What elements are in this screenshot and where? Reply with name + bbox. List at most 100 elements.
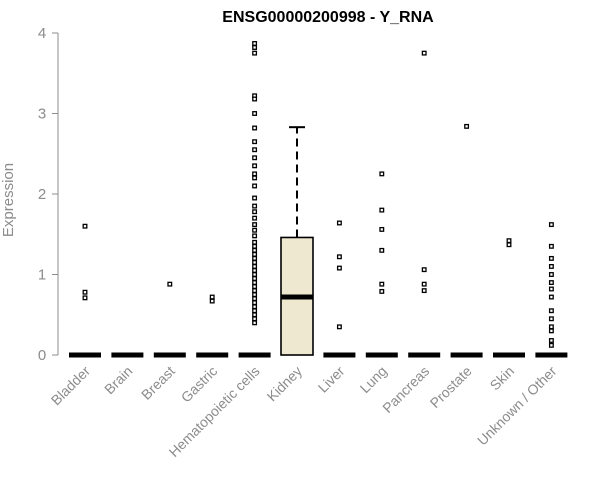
outlier-point bbox=[379, 207, 385, 213]
outlier-point bbox=[252, 268, 258, 273]
outlier-point bbox=[252, 243, 258, 249]
outlier-point bbox=[548, 272, 554, 277]
x-tick-label: Unknown / Other bbox=[474, 363, 560, 449]
outlier-point bbox=[336, 220, 342, 226]
outlier-point bbox=[252, 251, 258, 257]
outlier-point bbox=[421, 288, 427, 294]
outlier-point bbox=[548, 280, 554, 285]
outlier-point bbox=[336, 254, 342, 260]
outlier-point bbox=[252, 209, 258, 215]
plot-area bbox=[69, 41, 568, 358]
box-liver bbox=[323, 220, 356, 358]
outlier-point bbox=[82, 223, 88, 229]
x-tick-label: Brain bbox=[101, 363, 135, 397]
outlier-point bbox=[548, 294, 554, 300]
outlier-point bbox=[82, 295, 88, 301]
outlier-point bbox=[379, 171, 385, 177]
outlier-point bbox=[252, 195, 258, 201]
outlier-point bbox=[548, 222, 554, 228]
outlier-point bbox=[252, 111, 258, 116]
outlier-point bbox=[252, 247, 258, 253]
y-tick-label: 3 bbox=[38, 106, 46, 123]
outlier-point bbox=[252, 45, 258, 50]
outlier-point bbox=[506, 242, 512, 248]
outlier-point bbox=[252, 308, 258, 314]
y-tick-label: 2 bbox=[38, 186, 46, 203]
box-unknown-other bbox=[535, 222, 568, 358]
y-tick-label: 0 bbox=[38, 347, 46, 364]
outlier-point bbox=[252, 292, 258, 298]
outlier-point bbox=[252, 155, 258, 161]
outlier-point bbox=[252, 263, 258, 269]
y-tick-label: 4 bbox=[38, 25, 46, 42]
outlier-point bbox=[252, 175, 258, 181]
outlier-point bbox=[209, 294, 215, 300]
outlier-point bbox=[252, 284, 258, 290]
outlier-point bbox=[252, 203, 258, 209]
box-breast bbox=[153, 281, 186, 358]
outlier-point bbox=[548, 243, 554, 249]
outlier-point bbox=[252, 222, 258, 228]
box-skin bbox=[493, 238, 525, 358]
outlier-point bbox=[252, 183, 258, 189]
outlier-point bbox=[421, 267, 427, 273]
outlier-point bbox=[252, 288, 258, 294]
outlier-point bbox=[252, 215, 258, 221]
outlier-point bbox=[209, 298, 215, 304]
outlier-point bbox=[548, 316, 554, 322]
outlier-point bbox=[252, 320, 258, 326]
outlier-point bbox=[336, 324, 342, 330]
box-gastric bbox=[196, 294, 229, 358]
outlier-point bbox=[82, 289, 88, 295]
outlier-point bbox=[252, 227, 258, 233]
outlier-point bbox=[252, 259, 258, 265]
outlier-point bbox=[379, 247, 385, 253]
outlier-point bbox=[252, 255, 258, 261]
outlier-point bbox=[548, 308, 554, 314]
outlier-point bbox=[252, 276, 258, 281]
outlier-point bbox=[167, 281, 173, 287]
y-axis-label: Expression bbox=[0, 163, 17, 237]
outlier-point bbox=[252, 300, 258, 306]
x-tick-label: Liver bbox=[315, 363, 348, 396]
outlier-point bbox=[252, 147, 258, 153]
x-tick-label: Skin bbox=[487, 363, 518, 394]
outlier-point bbox=[336, 265, 342, 271]
outlier-point bbox=[252, 316, 258, 322]
outlier-point bbox=[548, 255, 554, 261]
box-prostate bbox=[450, 123, 483, 358]
outlier-point bbox=[252, 272, 258, 277]
outlier-point bbox=[506, 238, 512, 244]
box-kidney bbox=[280, 126, 314, 356]
outlier-point bbox=[548, 286, 554, 292]
outlier-point bbox=[421, 50, 427, 56]
chart-title: ENSG00000200998 - Y_RNA bbox=[222, 9, 434, 26]
x-tick-label: Prostate bbox=[427, 363, 475, 411]
outlier-point bbox=[252, 312, 258, 318]
box-bladder bbox=[69, 223, 101, 358]
x-tick-label: Bladder bbox=[48, 363, 94, 409]
outlier-point bbox=[548, 324, 554, 330]
outlier-point bbox=[421, 281, 427, 287]
x-tick-label: Breast bbox=[138, 363, 178, 403]
outlier-point bbox=[548, 338, 554, 343]
x-tick-label: Pancreas bbox=[379, 363, 432, 416]
outlier-point bbox=[252, 139, 258, 145]
box-pancreas bbox=[408, 50, 441, 358]
outlier-point bbox=[379, 281, 385, 287]
outlier-point bbox=[252, 296, 258, 302]
outlier-point bbox=[252, 233, 258, 239]
y-axis: 0 1 2 3 4 bbox=[38, 25, 59, 364]
outlier-point bbox=[548, 342, 554, 348]
outlier-point bbox=[252, 125, 258, 131]
outlier-point bbox=[252, 96, 258, 102]
y-tick-label: 1 bbox=[38, 267, 46, 284]
outlier-point bbox=[252, 50, 258, 56]
outlier-point bbox=[548, 263, 554, 269]
outlier-point bbox=[548, 328, 554, 334]
x-tick-label: Lung bbox=[357, 363, 390, 396]
outlier-point bbox=[252, 239, 258, 245]
outlier-point bbox=[252, 41, 258, 46]
outlier-point bbox=[379, 226, 385, 232]
